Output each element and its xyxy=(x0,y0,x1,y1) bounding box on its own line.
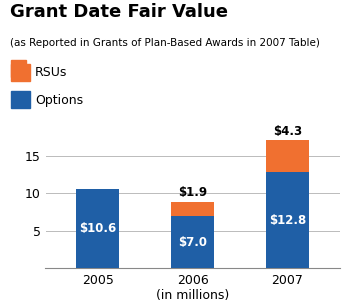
Bar xyxy=(10,64,30,81)
Text: RSUs: RSUs xyxy=(35,66,67,79)
Text: $12.8: $12.8 xyxy=(269,214,306,227)
Text: Options: Options xyxy=(35,94,83,106)
Text: $7.0: $7.0 xyxy=(178,236,207,249)
Bar xyxy=(171,216,214,268)
Bar xyxy=(10,92,30,108)
Text: $4.3: $4.3 xyxy=(273,125,302,138)
Text: (in millions): (in millions) xyxy=(156,289,229,302)
Text: $1.9: $1.9 xyxy=(178,186,207,199)
Text: $10.6: $10.6 xyxy=(79,222,116,235)
Bar xyxy=(266,140,309,172)
Bar xyxy=(266,172,309,268)
Text: (as Reported in Grants of Plan-Based Awards in 2007 Table): (as Reported in Grants of Plan-Based Awa… xyxy=(10,38,320,48)
Bar xyxy=(171,202,214,216)
Bar xyxy=(76,189,119,268)
Text: Grant Date Fair Value: Grant Date Fair Value xyxy=(10,3,229,21)
